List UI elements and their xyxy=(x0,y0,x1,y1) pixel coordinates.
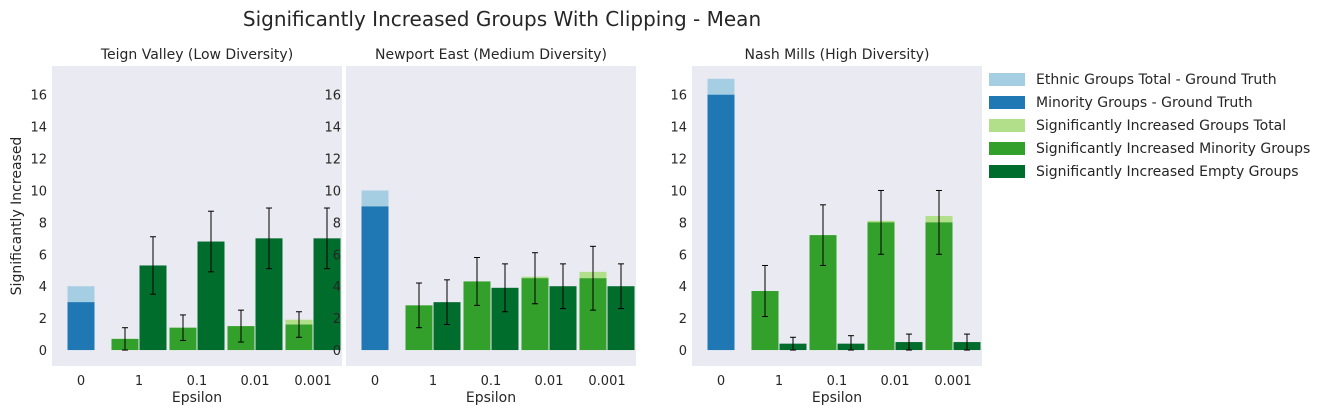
y-tick-label: 12 xyxy=(670,153,687,168)
panels: Teign Valley (Low Diversity)024681012141… xyxy=(9,47,982,406)
y-tick-label: 10 xyxy=(30,184,47,199)
x-tick-label: 0 xyxy=(77,374,85,389)
legend-label: Significantly Increased Empty Groups xyxy=(1036,164,1299,180)
y-tick-label: 6 xyxy=(333,248,341,263)
y-tick-label: 2 xyxy=(39,312,47,327)
legend-swatch xyxy=(989,165,1025,178)
y-tick-label: 14 xyxy=(324,121,341,136)
empty-error-bar xyxy=(208,210,214,273)
legend-item: Significantly Increased Empty Groups xyxy=(989,164,1299,180)
legend: Ethnic Groups Total - Ground Truth Minori… xyxy=(989,72,1310,180)
x-tick-label: 0.1 xyxy=(481,374,502,389)
empty-error-bar xyxy=(964,333,970,351)
x-tick-label: 1 xyxy=(429,374,437,389)
minority-error-bar xyxy=(296,311,302,338)
empty-error-bar xyxy=(790,336,796,351)
legend-swatch xyxy=(989,119,1025,132)
minority-error-bar xyxy=(180,314,186,341)
y-tick-label: 14 xyxy=(30,121,47,136)
y-tick-label: 6 xyxy=(679,248,687,263)
x-tick-label: 0.1 xyxy=(827,374,848,389)
x-axis-label: Epsilon xyxy=(812,390,862,406)
y-tick-label: 2 xyxy=(333,312,341,327)
x-tick-label: 0.001 xyxy=(294,374,331,389)
y-tick-label: 10 xyxy=(324,184,341,199)
x-tick-label: 0.001 xyxy=(588,374,625,389)
x-axis-label: Epsilon xyxy=(466,390,516,406)
legend-label: Significantly Increased Groups Total xyxy=(1036,118,1286,134)
legend-item: Minority Groups - Ground Truth xyxy=(989,95,1253,111)
y-tick-label: 4 xyxy=(679,280,687,295)
x-tick-label: 0 xyxy=(371,374,379,389)
y-axis-label: Significantly Increased xyxy=(9,137,25,296)
y-tick-label: 4 xyxy=(333,280,341,295)
y-tick-label: 8 xyxy=(333,216,341,231)
empty-error-bar xyxy=(848,335,854,351)
minority-error-bar xyxy=(416,282,422,329)
legend-swatch xyxy=(989,73,1025,86)
y-tick-label: 14 xyxy=(670,121,687,136)
x-tick-label: 0.01 xyxy=(535,374,564,389)
legend-item: Significantly Increased Minority Groups xyxy=(989,141,1310,157)
y-tick-label: 2 xyxy=(679,312,687,327)
empty-error-bar xyxy=(906,333,912,351)
y-tick-label: 16 xyxy=(324,89,341,104)
plot-background xyxy=(52,66,342,366)
empty-error-bar xyxy=(444,279,450,326)
x-tick-label: 0.1 xyxy=(187,374,208,389)
y-tick-label: 6 xyxy=(39,248,47,263)
legend-label: Ethnic Groups Total - Ground Truth xyxy=(1036,72,1277,88)
minority-error-bar xyxy=(762,264,768,318)
panel-title: Nash Mills (High Diversity) xyxy=(745,47,930,63)
empty-error-bar xyxy=(266,207,272,270)
empty-error-bar xyxy=(324,207,330,270)
empty-error-bar xyxy=(560,263,566,310)
y-tick-label: 12 xyxy=(30,153,47,168)
y-tick-label: 8 xyxy=(39,216,47,231)
y-tick-label: 16 xyxy=(670,89,687,104)
minority-error-bar xyxy=(238,309,244,343)
x-tick-label: 0.01 xyxy=(881,374,910,389)
y-tick-label: 0 xyxy=(39,344,47,359)
x-tick-label: 0 xyxy=(717,374,725,389)
legend-swatch xyxy=(989,96,1025,109)
ground-truth-minority-bar xyxy=(707,94,735,351)
chart-panel-2: Newport East (Medium Diversity)024681012… xyxy=(324,47,636,406)
panel-title: Newport East (Medium Diversity) xyxy=(375,47,607,63)
ground-truth-minority-bar xyxy=(361,206,389,351)
figure-title: Significantly Increased Groups With Clip… xyxy=(243,7,761,31)
y-tick-label: 16 xyxy=(30,89,47,104)
x-tick-label: 1 xyxy=(775,374,783,389)
y-tick-label: 12 xyxy=(324,153,341,168)
legend-label: Minority Groups - Ground Truth xyxy=(1036,95,1253,111)
minority-error-bar xyxy=(474,256,480,306)
empty-error-bar xyxy=(502,263,508,313)
chart-panel-3: Nash Mills (High Diversity)0246810121416… xyxy=(670,47,982,406)
legend-item: Ethnic Groups Total - Ground Truth xyxy=(989,72,1277,88)
empty-error-bar xyxy=(150,236,156,295)
y-tick-label: 0 xyxy=(333,344,341,359)
panel-title: Teign Valley (Low Diversity) xyxy=(100,47,293,63)
minority-error-bar xyxy=(532,252,538,305)
chart-panel-1: Teign Valley (Low Diversity)024681012141… xyxy=(9,47,342,406)
minority-error-bar xyxy=(590,245,596,311)
legend-label: Significantly Increased Minority Groups xyxy=(1036,141,1310,157)
minority-error-bar xyxy=(122,327,128,351)
y-tick-label: 8 xyxy=(679,216,687,231)
x-axis-label: Epsilon xyxy=(172,390,222,406)
y-tick-label: 0 xyxy=(679,344,687,359)
legend-item: Significantly Increased Groups Total xyxy=(989,118,1286,134)
empty-error-bar xyxy=(618,263,624,310)
minority-error-bar xyxy=(878,189,884,255)
x-tick-label: 0.01 xyxy=(241,374,270,389)
minority-error-bar xyxy=(936,189,942,255)
legend-swatch xyxy=(989,142,1025,155)
minority-error-bar xyxy=(820,204,826,266)
x-tick-label: 1 xyxy=(135,374,143,389)
y-tick-label: 10 xyxy=(670,184,687,199)
ground-truth-minority-bar xyxy=(67,302,95,351)
x-tick-label: 0.001 xyxy=(934,374,971,389)
y-tick-label: 4 xyxy=(39,280,47,295)
